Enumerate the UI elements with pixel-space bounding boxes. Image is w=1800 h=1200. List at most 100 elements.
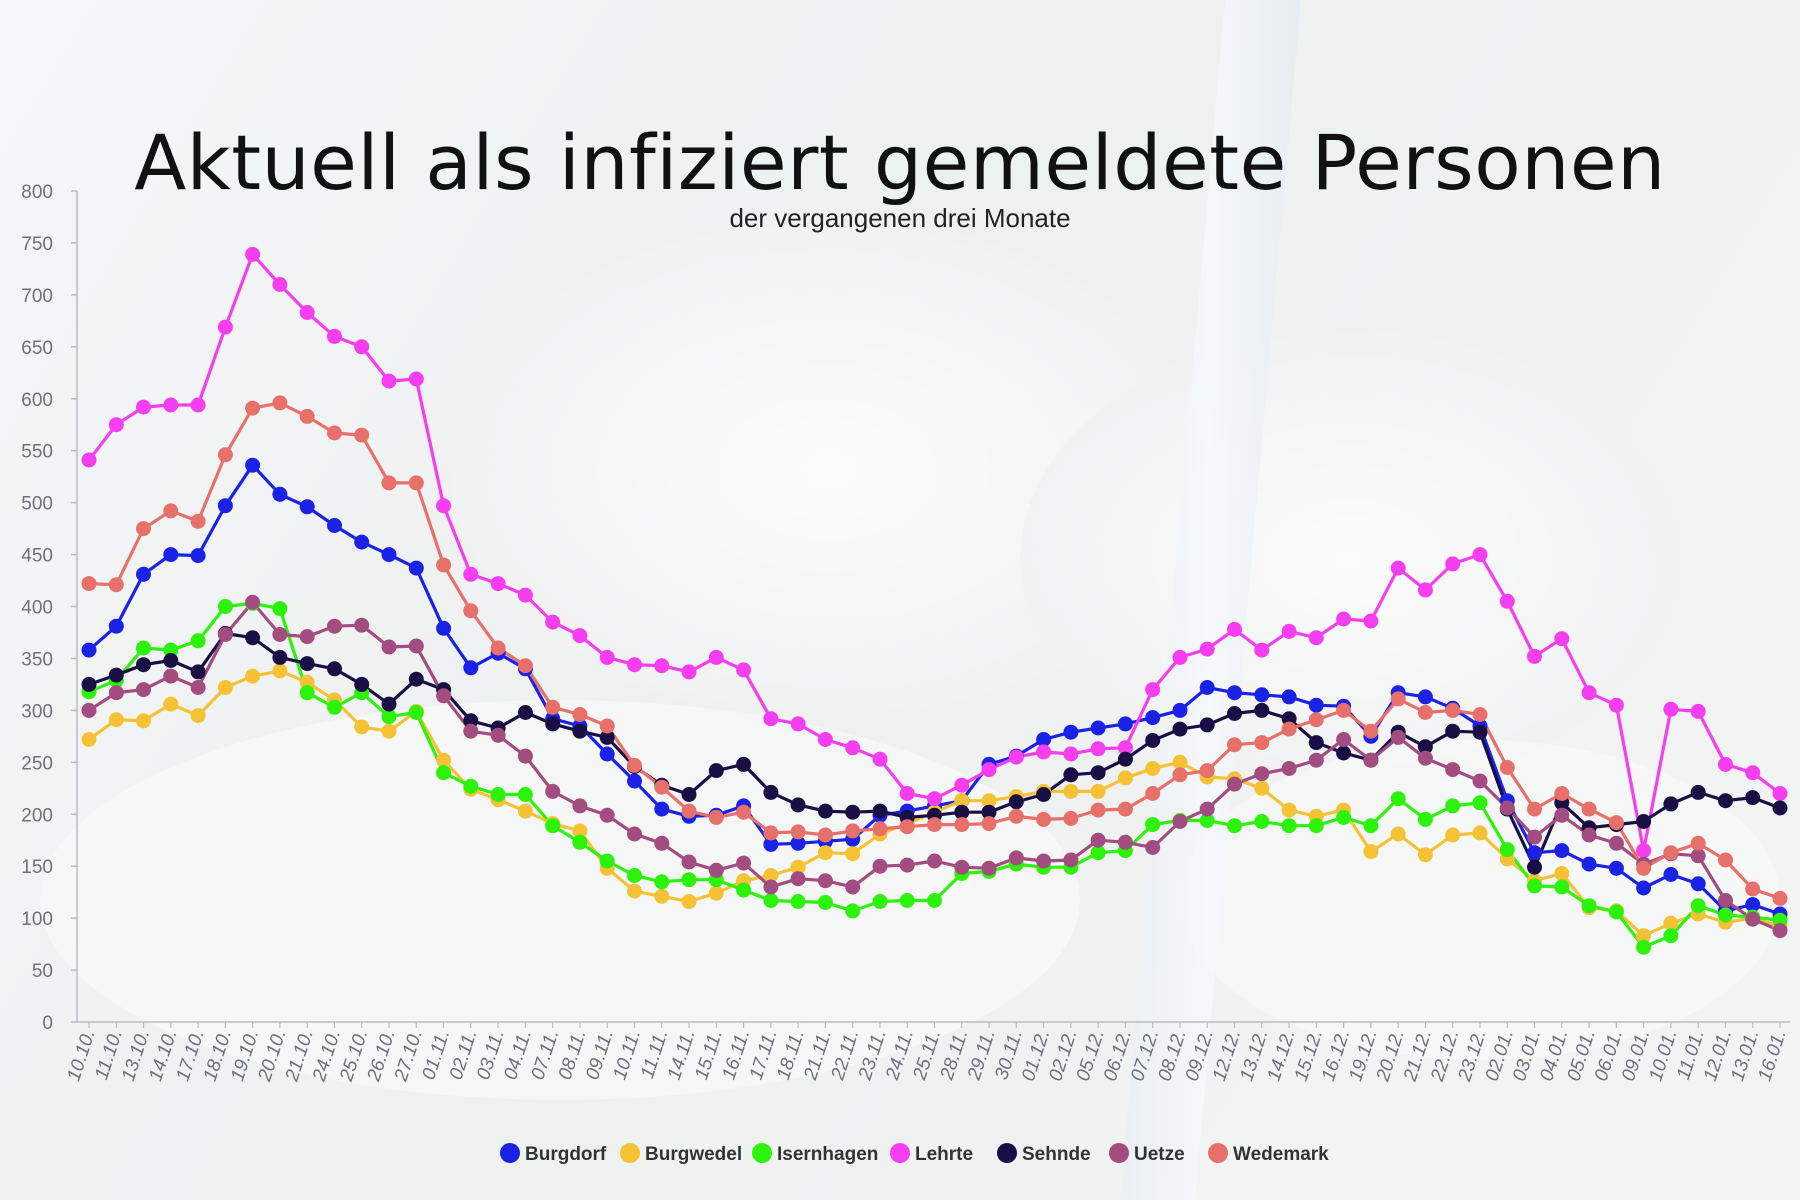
data-point-sehnde: [572, 723, 588, 739]
legend-label-lehrte[interactable]: Lehrte: [915, 1144, 973, 1165]
data-point-sehnde: [81, 676, 97, 692]
data-point-isernhagen: [1199, 813, 1215, 828]
data-point-wedemark: [1417, 705, 1433, 720]
legend-marker-burgdorf[interactable]: [500, 1143, 520, 1163]
data-point-burgwedel: [790, 859, 806, 875]
data-point-sehnde: [1145, 733, 1161, 748]
y-tick-label: 500: [21, 494, 53, 515]
legend-marker-wedemark[interactable]: [1208, 1143, 1228, 1163]
data-point-burgwedel: [354, 719, 370, 735]
data-point-wedemark: [217, 447, 233, 463]
data-point-wedemark: [845, 823, 861, 839]
data-point-burgwedel: [1145, 761, 1161, 776]
data-point-burgdorf: [354, 534, 370, 550]
data-point-isernhagen: [790, 894, 806, 909]
data-point-uetze: [163, 668, 179, 684]
data-point-isernhagen: [272, 601, 288, 617]
data-point-burgdorf: [1063, 724, 1079, 740]
data-point-uetze: [217, 627, 233, 642]
data-point-uetze: [736, 855, 752, 871]
data-point-isernhagen: [627, 868, 642, 883]
data-point-sehnde: [763, 784, 779, 800]
data-point-sehnde: [299, 656, 315, 672]
legend-label-sehnde[interactable]: Sehnde: [1022, 1144, 1091, 1165]
data-point-isernhagen: [1417, 811, 1433, 827]
data-point-sehnde: [736, 756, 752, 772]
data-point-burgwedel: [1363, 844, 1379, 860]
data-point-sehnde: [108, 667, 124, 683]
legend-marker-isernhagen[interactable]: [752, 1143, 772, 1163]
legend-label-burgdorf[interactable]: Burgdorf: [525, 1144, 607, 1165]
data-point-sehnde: [1745, 790, 1761, 806]
data-point-burgwedel: [436, 752, 452, 768]
data-point-isernhagen: [1445, 798, 1461, 814]
data-point-lehrte: [1581, 685, 1597, 701]
data-point-uetze: [763, 879, 779, 895]
data-point-uetze: [627, 826, 642, 842]
data-point-isernhagen: [681, 872, 697, 888]
data-point-lehrte: [1145, 682, 1161, 698]
legend-label-isernhagen[interactable]: Isernhagen: [777, 1144, 878, 1165]
data-point-sehnde: [1636, 814, 1652, 829]
legend-marker-burgwedel[interactable]: [620, 1143, 640, 1163]
data-point-lehrte: [927, 791, 942, 807]
data-point-burgdorf: [1636, 880, 1652, 896]
series-line-uetze: [88, 600, 1781, 933]
data-point-sehnde: [1663, 796, 1679, 812]
data-point-lehrte: [654, 658, 670, 674]
data-point-burgwedel: [1445, 827, 1461, 843]
data-point-lehrte: [1308, 630, 1324, 646]
data-point-lehrte: [136, 399, 151, 415]
data-point-lehrte: [327, 328, 342, 344]
legend-label-uetze[interactable]: Uetze: [1134, 1144, 1185, 1165]
data-point-burgwedel: [954, 793, 970, 809]
data-point-uetze: [1090, 832, 1106, 848]
y-tick-label: 450: [21, 546, 53, 567]
data-point-uetze: [327, 618, 342, 634]
data-point-lehrte: [1254, 642, 1270, 658]
data-point-lehrte: [954, 777, 970, 793]
data-point-uetze: [817, 873, 833, 889]
data-point-lehrte: [1336, 611, 1352, 627]
data-point-uetze: [599, 807, 615, 823]
data-point-wedemark: [736, 804, 752, 820]
data-point-lehrte: [1227, 621, 1242, 637]
data-point-uetze: [708, 862, 724, 878]
data-point-sehnde: [545, 716, 561, 732]
data-point-uetze: [572, 798, 588, 814]
data-point-uetze: [1117, 834, 1133, 850]
data-point-burgwedel: [1554, 866, 1570, 881]
y-tick-label: 150: [21, 857, 53, 878]
data-point-lehrte: [572, 628, 588, 644]
data-point-sehnde: [845, 804, 861, 820]
data-point-sehnde: [1090, 765, 1106, 781]
data-point-uetze: [1145, 840, 1161, 855]
data-point-isernhagen: [1281, 818, 1297, 834]
legend-label-wedemark[interactable]: Wedemark: [1233, 1144, 1329, 1165]
data-point-isernhagen: [299, 685, 315, 701]
legend-marker-lehrte[interactable]: [890, 1143, 910, 1163]
data-point-uetze: [1281, 761, 1297, 776]
data-point-wedemark: [408, 475, 424, 491]
data-point-burgdorf: [627, 773, 642, 789]
data-point-burgdorf: [272, 486, 288, 502]
data-point-wedemark: [81, 576, 97, 592]
data-point-lehrte: [299, 305, 315, 320]
data-point-uetze: [1690, 848, 1706, 864]
legend-marker-sehnde[interactable]: [997, 1143, 1017, 1163]
data-point-sehnde: [708, 763, 724, 779]
data-point-uetze: [1172, 814, 1188, 829]
data-point-isernhagen: [436, 765, 452, 781]
data-point-isernhagen: [136, 640, 151, 656]
data-point-uetze: [1036, 853, 1052, 869]
data-point-wedemark: [708, 809, 724, 825]
data-point-isernhagen: [1608, 904, 1624, 920]
data-point-wedemark: [1608, 815, 1624, 831]
data-point-isernhagen: [1718, 907, 1733, 923]
data-point-burgdorf: [463, 660, 479, 676]
data-point-sehnde: [1254, 702, 1270, 718]
legend-label-burgwedel[interactable]: Burgwedel: [645, 1144, 742, 1165]
legend-marker-uetze[interactable]: [1109, 1143, 1129, 1163]
data-point-burgwedel: [272, 663, 288, 679]
